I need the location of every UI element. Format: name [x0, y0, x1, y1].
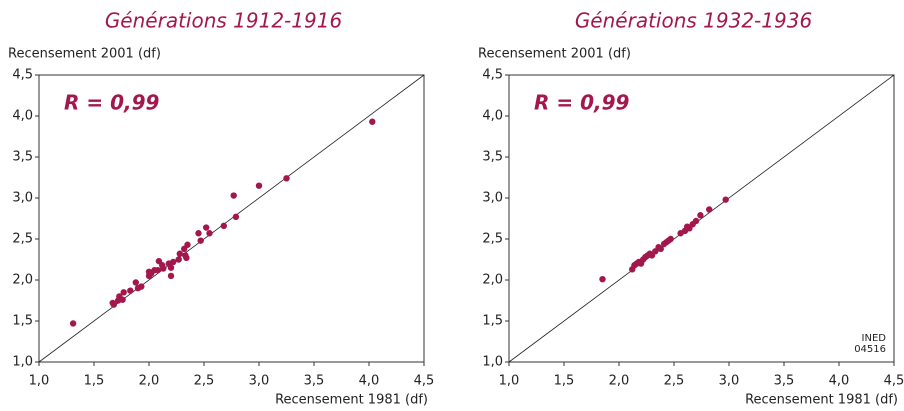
x-tick-label: 3,0 [719, 374, 740, 389]
y-tick-label: 3,0 [482, 191, 503, 206]
point [138, 283, 145, 290]
x-tick-label: 1,0 [499, 374, 520, 389]
note: INED [862, 333, 887, 344]
diagonal [38, 74, 425, 363]
y-tick-label: 4,0 [12, 109, 33, 124]
x-axis-label: Recensement 1981 (df) [275, 393, 428, 408]
chart-title: Générations 1912-1916 [105, 9, 342, 33]
x-axis-label: Recensement 1981 (df) [745, 393, 898, 408]
plot-frame [38, 74, 425, 363]
point [69, 320, 77, 327]
x-tick-label: 1,5 [554, 374, 575, 389]
point [706, 206, 713, 213]
point [160, 265, 167, 272]
x-tick-label: 1,5 [84, 374, 105, 389]
y-tick-label: 3,0 [12, 191, 33, 206]
point [175, 256, 182, 263]
x-tick-label: 4,5 [884, 374, 904, 389]
point [206, 230, 213, 237]
y-tick-label: 2,0 [482, 273, 503, 288]
point [255, 182, 263, 189]
annotation: R = 0,99 [64, 91, 160, 115]
x-tick-label: 4,0 [829, 374, 850, 389]
point [283, 175, 290, 182]
x-tick-label: 3,5 [304, 374, 325, 389]
y-tick-label: 4,5 [12, 68, 33, 83]
x-tick-label: 2,5 [664, 374, 685, 389]
x-tick-label: 3,5 [774, 374, 795, 389]
point [167, 264, 175, 271]
note: 04516 [854, 344, 886, 355]
y-tick-label: 1,5 [482, 314, 503, 329]
x-tick-label: 4,0 [359, 374, 380, 389]
point [657, 245, 664, 253]
y-tick-label: 1,5 [12, 314, 33, 329]
point [170, 258, 177, 266]
diagonal [508, 74, 895, 363]
point [232, 213, 240, 221]
annotation: R = 0,99 [534, 91, 630, 115]
point [722, 196, 729, 203]
x-tick-label: 4,5 [414, 374, 435, 389]
y-tick-label: 1,0 [12, 355, 33, 370]
point [697, 212, 704, 219]
plot-frame [508, 74, 895, 363]
point [167, 272, 175, 280]
x-tick-label: 3,0 [249, 374, 270, 389]
point [176, 250, 183, 257]
point [230, 192, 237, 199]
x-tick-label: 2,5 [194, 374, 215, 389]
y-axis-label: Recensement 2001 (df) [478, 47, 631, 62]
y-tick-label: 1,0 [482, 355, 503, 370]
point [132, 279, 139, 286]
point [197, 237, 204, 244]
point [369, 118, 376, 125]
point [154, 266, 161, 274]
point [195, 230, 202, 237]
x-tick-label: 1,0 [29, 374, 50, 389]
point [119, 296, 126, 303]
point [220, 222, 227, 230]
y-tick-label: 3,5 [482, 150, 503, 165]
point [184, 241, 191, 248]
y-tick-label: 2,5 [12, 232, 33, 247]
y-tick-label: 2,0 [12, 273, 33, 288]
x-tick-label: 2,0 [609, 374, 630, 389]
y-tick-label: 4,0 [482, 109, 503, 124]
point [120, 289, 127, 296]
point [183, 254, 190, 262]
y-tick-label: 2,5 [482, 232, 503, 247]
point [667, 235, 674, 243]
point [127, 287, 134, 294]
point [203, 224, 210, 231]
chart-title: Générations 1932-1936 [575, 9, 812, 33]
point [110, 301, 118, 308]
y-axis-label: Recensement 2001 (df) [8, 47, 161, 62]
point [599, 275, 606, 283]
y-tick-label: 3,5 [12, 150, 33, 165]
point [692, 217, 700, 225]
x-tick-label: 2,0 [139, 374, 160, 389]
y-tick-label: 4,5 [482, 68, 503, 83]
